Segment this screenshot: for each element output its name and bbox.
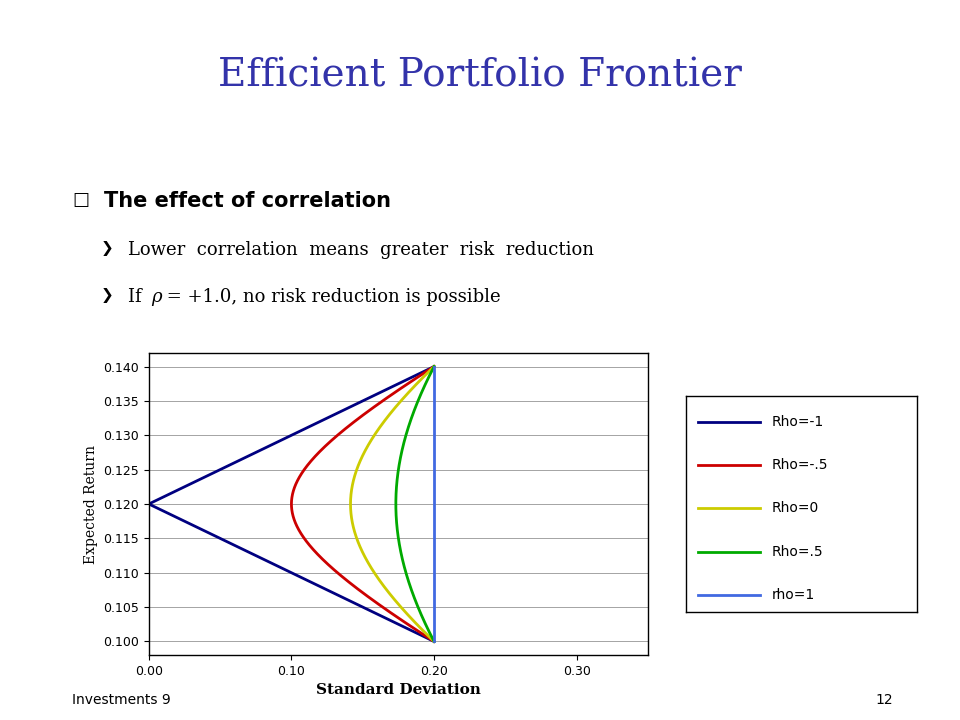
Rho=.5 (404, 582, 416, 590)
Text: The effect of correlation: The effect of correlation (104, 191, 391, 211)
X-axis label: Standard Deviation: Standard Deviation (316, 683, 481, 698)
rho=1 (428, 483, 440, 492)
rho=1 (428, 637, 440, 646)
Rho=.5 (392, 473, 403, 482)
Text: ❯: ❯ (101, 288, 113, 303)
Text: 12: 12 (876, 693, 893, 707)
rho=1 (428, 362, 440, 371)
Rho=0 (428, 637, 440, 646)
rho=1 (428, 577, 440, 585)
rho=1 (428, 551, 440, 559)
Rho=-.5 (428, 637, 440, 646)
rho=1 (428, 473, 440, 482)
Line: Rho=-1: Rho=-1 (149, 366, 434, 642)
Rho=-1 (370, 390, 381, 399)
Line: Rho=0: Rho=0 (350, 366, 434, 642)
Rho=0 (347, 483, 358, 492)
rho=1 (428, 582, 440, 590)
Line: Rho=-.5: Rho=-.5 (292, 366, 434, 642)
Text: Rho=-1: Rho=-1 (772, 415, 824, 429)
Rho=0 (348, 473, 360, 482)
Text: = +1.0, no risk reduction is possible: = +1.0, no risk reduction is possible (161, 288, 501, 306)
Text: rho=1: rho=1 (772, 588, 815, 602)
Rho=0 (378, 582, 390, 590)
Text: ❯: ❯ (101, 241, 113, 256)
Rho=-.5 (386, 390, 397, 399)
Rho=-1 (198, 473, 209, 482)
Text: Rho=-.5: Rho=-.5 (772, 458, 828, 472)
Rho=.5 (428, 637, 440, 646)
Rho=.5 (415, 390, 426, 399)
Text: Efficient Portfolio Frontier: Efficient Portfolio Frontier (218, 58, 742, 94)
Rho=-1 (302, 577, 314, 585)
Rho=-.5 (294, 473, 305, 482)
Text: Rho=.5: Rho=.5 (772, 544, 824, 559)
Rho=-1 (428, 362, 440, 371)
Rho=-1 (313, 582, 324, 590)
Line: Rho=.5: Rho=.5 (396, 366, 434, 642)
Rho=-1 (250, 551, 261, 559)
Text: Lower  correlation  means  greater  risk  reduction: Lower correlation means greater risk red… (128, 241, 593, 259)
Rho=-.5 (289, 483, 300, 492)
Rho=0 (401, 390, 413, 399)
Rho=.5 (396, 551, 407, 559)
Text: Rho=0: Rho=0 (772, 501, 819, 516)
Text: □: □ (72, 191, 89, 209)
Rho=.5 (391, 483, 402, 492)
Y-axis label: Expected Return: Expected Return (84, 444, 98, 564)
Rho=-1 (428, 637, 440, 646)
Rho=-1 (177, 483, 188, 492)
Rho=.5 (402, 577, 414, 585)
Text: ρ: ρ (151, 288, 161, 306)
Rho=0 (428, 362, 440, 371)
Rho=-.5 (428, 362, 440, 371)
Text: If: If (128, 288, 147, 306)
Rho=-.5 (342, 577, 353, 585)
Rho=-.5 (348, 582, 359, 590)
Text: Investments 9: Investments 9 (72, 693, 171, 707)
Rho=-.5 (313, 551, 324, 559)
Rho=0 (374, 577, 386, 585)
Rho=0 (358, 551, 370, 559)
Rho=.5 (428, 362, 440, 371)
rho=1 (428, 390, 440, 399)
